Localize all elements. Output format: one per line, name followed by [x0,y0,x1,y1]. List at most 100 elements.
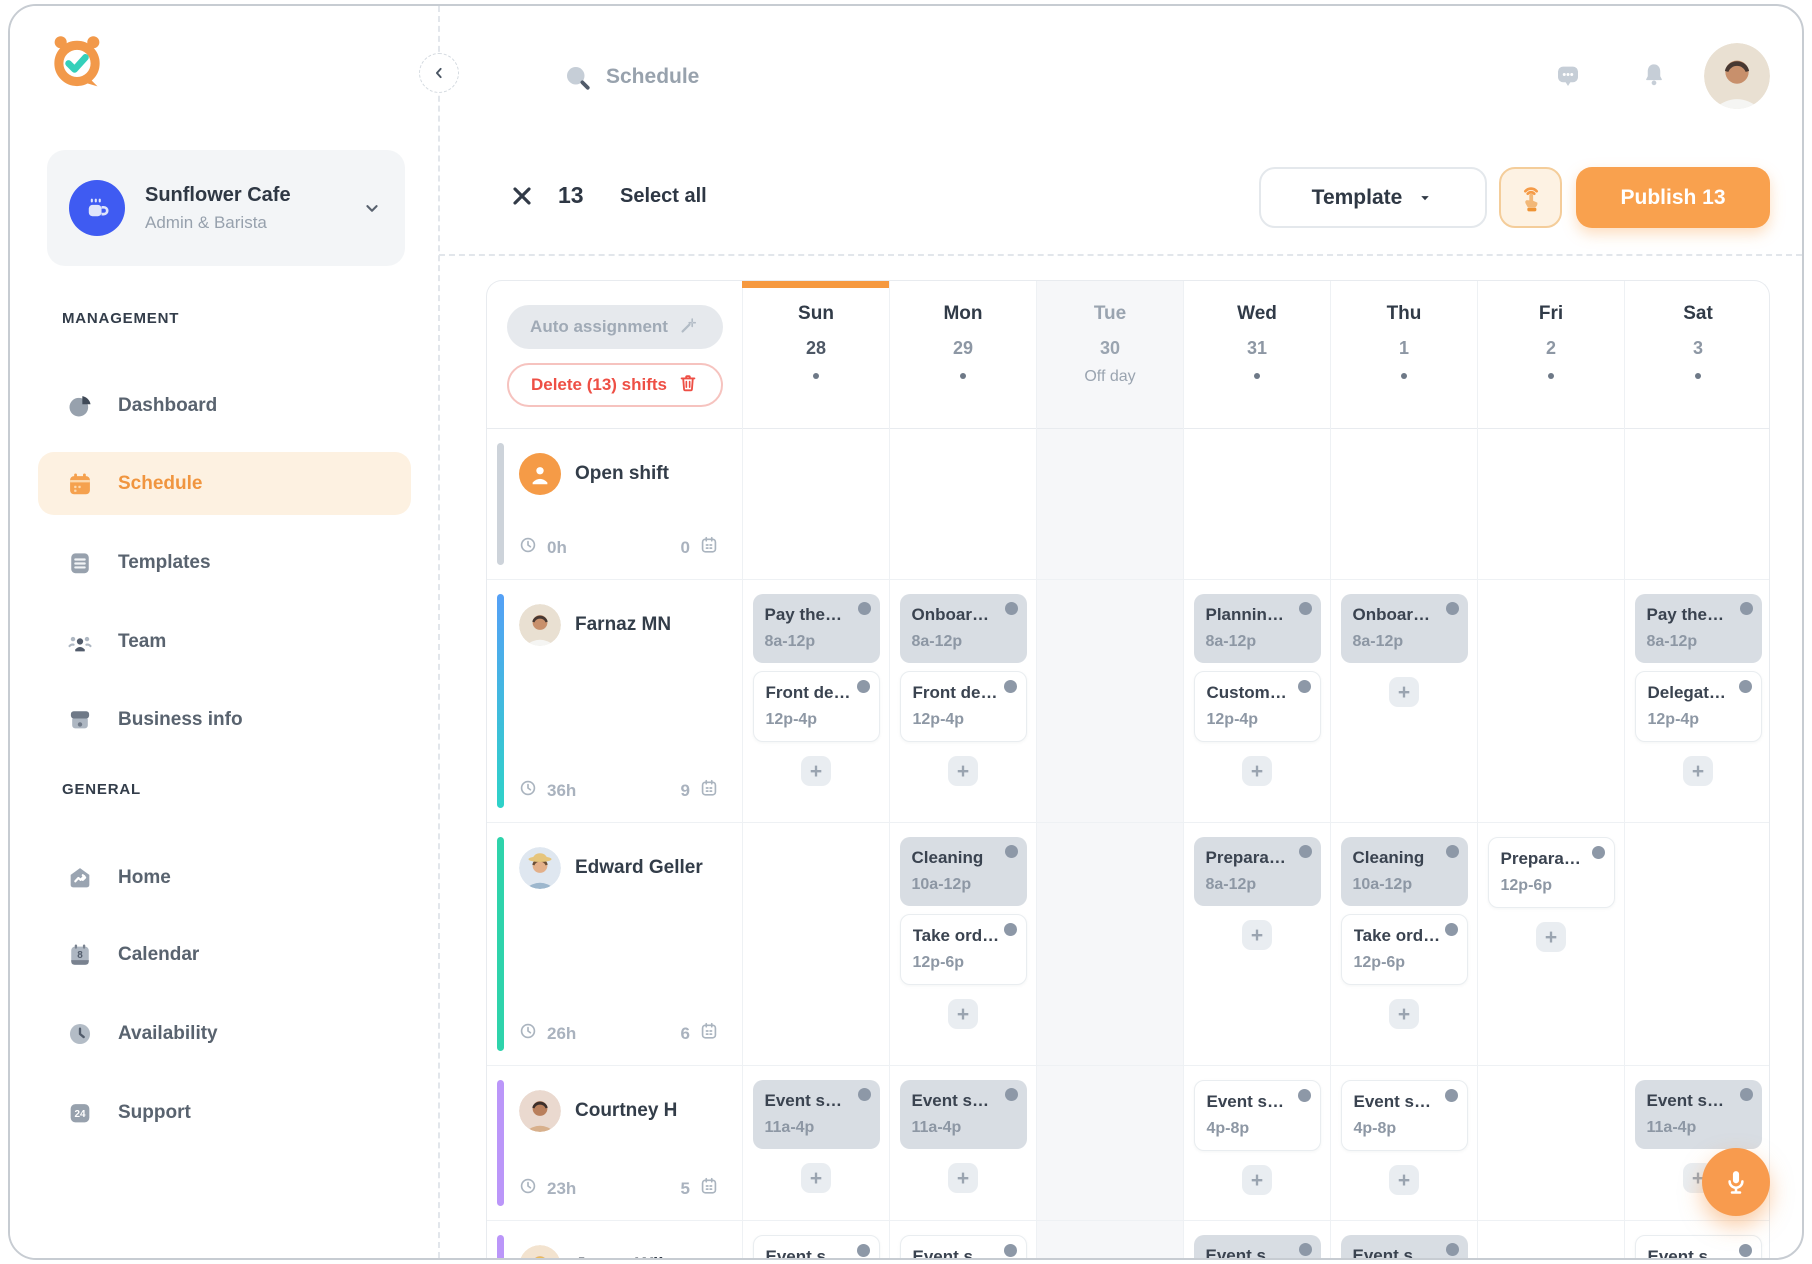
add-shift-button[interactable]: + [1683,756,1713,786]
shift-card[interactable]: Take ord… 12p-6p [1340,914,1468,985]
cell-open-shift-fri [1477,429,1624,579]
day-header-sun[interactable]: Sun 28 [741,281,889,429]
shift-select-dot [1738,1244,1752,1257]
shift-title: Event s… [1353,1092,1431,1111]
publish-button[interactable]: Publish 13 [1576,167,1770,228]
voice-fab-button[interactable] [1702,1148,1770,1216]
shift-card[interactable]: Onboar… 8a-12p [1340,594,1468,663]
template-button[interactable]: Template [1259,167,1487,228]
day-header-sat[interactable]: Sat 3 [1624,281,1769,429]
day-activity-dot [813,373,819,379]
cell-farnaz-mon: Onboar… 8a-12p Front de… 12p-4p + [889,580,1036,822]
shift-time: 8a-12p [1205,876,1257,893]
app-logo-icon[interactable] [48,32,106,90]
day-header-mon[interactable]: Mon 29 [889,281,1036,429]
shift-card[interactable]: Plannin… 8a-12p [1193,594,1321,663]
shift-card[interactable]: Take ord… 12p-6p [899,914,1027,985]
cell-jenny-sat: Event s… [1624,1221,1769,1258]
cell-open-shift-sat [1624,429,1769,579]
shift-card[interactable]: Prepara… 8a-12p [1193,837,1321,906]
day-header-wed[interactable]: Wed 31 [1183,281,1330,429]
add-shift-button[interactable]: + [1242,756,1272,786]
sidebar-item-schedule[interactable]: Schedule [38,452,411,515]
shift-card[interactable]: Event s… 11a-4p [1634,1080,1762,1149]
magic-wand-icon [678,314,700,341]
shift-card[interactable]: Front de… 12p-4p [752,671,880,742]
cell-edward-tue [1036,823,1183,1065]
shift-select-dot [1445,1243,1459,1256]
chat-icon[interactable] [1553,61,1583,91]
shift-card[interactable]: Prepara… 12p-6p [1487,837,1615,908]
add-shift-button[interactable]: + [1242,920,1272,950]
shift-select-dot [1004,845,1018,858]
shift-card[interactable]: Event s… 11a-4p [752,1080,880,1149]
shift-card[interactable]: Pay the… 8a-12p [752,594,880,663]
close-selection-icon[interactable] [508,182,536,210]
bell-icon[interactable] [1639,60,1669,90]
shift-card[interactable]: Event s… 11a-4p [899,1080,1027,1149]
shift-card[interactable]: Onboar… 8a-12p [899,594,1027,663]
add-shift-button[interactable]: + [948,756,978,786]
day-header-tue[interactable]: Tue 30 Off day [1036,281,1183,429]
add-shift-button[interactable]: + [1242,1165,1272,1195]
shift-select-dot [1003,1244,1017,1257]
shift-select-dot [856,680,870,693]
shift-card[interactable]: Custom… 12p-4p [1193,671,1321,742]
shift-card[interactable]: Event s… [899,1235,1027,1258]
add-shift-button[interactable]: + [948,999,978,1029]
sidebar-item-availability[interactable]: Availability [38,1002,411,1065]
shift-title: Prepara… [1205,848,1286,867]
day-name: Tue [1093,303,1127,324]
shift-card[interactable]: Delegat… 12p-4p [1634,671,1762,742]
shift-card[interactable]: Event s… 4p-8p [1193,1080,1321,1151]
shift-title: Prepara… [1500,849,1581,868]
search-icon[interactable] [562,62,592,92]
day-header-fri[interactable]: Fri 2 [1477,281,1624,429]
cell-farnaz-wed: Plannin… 8a-12p Custom… 12p-4p + [1183,580,1330,822]
sidebar-item-team[interactable]: Team [38,610,411,673]
shift-card[interactable]: Cleaning 10a-12p [1340,837,1468,906]
sidebar-item-calendar[interactable]: 8 Calendar [38,923,411,986]
add-shift-button[interactable]: + [801,1163,831,1193]
row-color-bar [497,837,504,1051]
shift-title: Take ord… [1353,926,1441,945]
shift-card[interactable]: Front de… 12p-4p [899,671,1027,742]
user-avatar[interactable] [1704,43,1770,109]
sidebar-item-support[interactable]: 24 Support [38,1081,411,1144]
add-shift-button[interactable]: + [1536,922,1566,952]
calendar-icon [698,534,720,561]
sidebar-item-home[interactable]: Home [38,846,411,909]
day-name: Sat [1683,303,1713,324]
add-shift-button[interactable]: + [1389,999,1419,1029]
delete-shifts-button[interactable]: Delete (13) shifts [507,363,723,407]
add-shift-button[interactable]: + [801,756,831,786]
add-shift-button[interactable]: + [1389,677,1419,707]
workspace-selector[interactable]: Sunflower Cafe Admin & Barista [47,150,405,266]
sidebar-item-business-info[interactable]: Business info [38,688,411,751]
cell-edward-fri: Prepara… 12p-6p + [1477,823,1624,1065]
auto-assignment-button[interactable]: Auto assignment [507,305,723,349]
shift-card[interactable]: Event s… [752,1235,880,1258]
tap-gesture-button[interactable] [1499,167,1562,228]
cell-courtney-wed: Event s… 4p-8p + [1183,1066,1330,1220]
add-shift-button[interactable]: + [948,1163,978,1193]
add-shift-button[interactable]: + [1389,1165,1419,1195]
sidebar-collapse-button[interactable] [419,53,459,93]
shift-card[interactable]: Cleaning 10a-12p [899,837,1027,906]
shift-card[interactable]: Event s… 4p-8p [1340,1080,1468,1151]
cell-open-shift-mon [889,429,1036,579]
shift-card[interactable]: Event s… [1193,1235,1321,1258]
row-hours-value: 23h [547,1178,577,1198]
row-color-bar [497,594,504,808]
row-hours: 26h [517,1020,576,1047]
schedule-icon [66,470,94,498]
shift-card[interactable]: Event s… [1634,1235,1762,1258]
shift-card[interactable]: Pay the… 8a-12p [1634,594,1762,663]
sidebar-item-dashboard[interactable]: Dashboard [38,374,411,437]
select-all-button[interactable]: Select all [620,185,707,207]
day-header-thu[interactable]: Thu 1 [1330,281,1477,429]
sidebar-item-templates[interactable]: Templates [38,531,411,594]
shift-card[interactable]: Event s… [1340,1235,1468,1258]
shift-select-dot [857,1088,871,1101]
shift-time: 11a-4p [911,1119,962,1136]
